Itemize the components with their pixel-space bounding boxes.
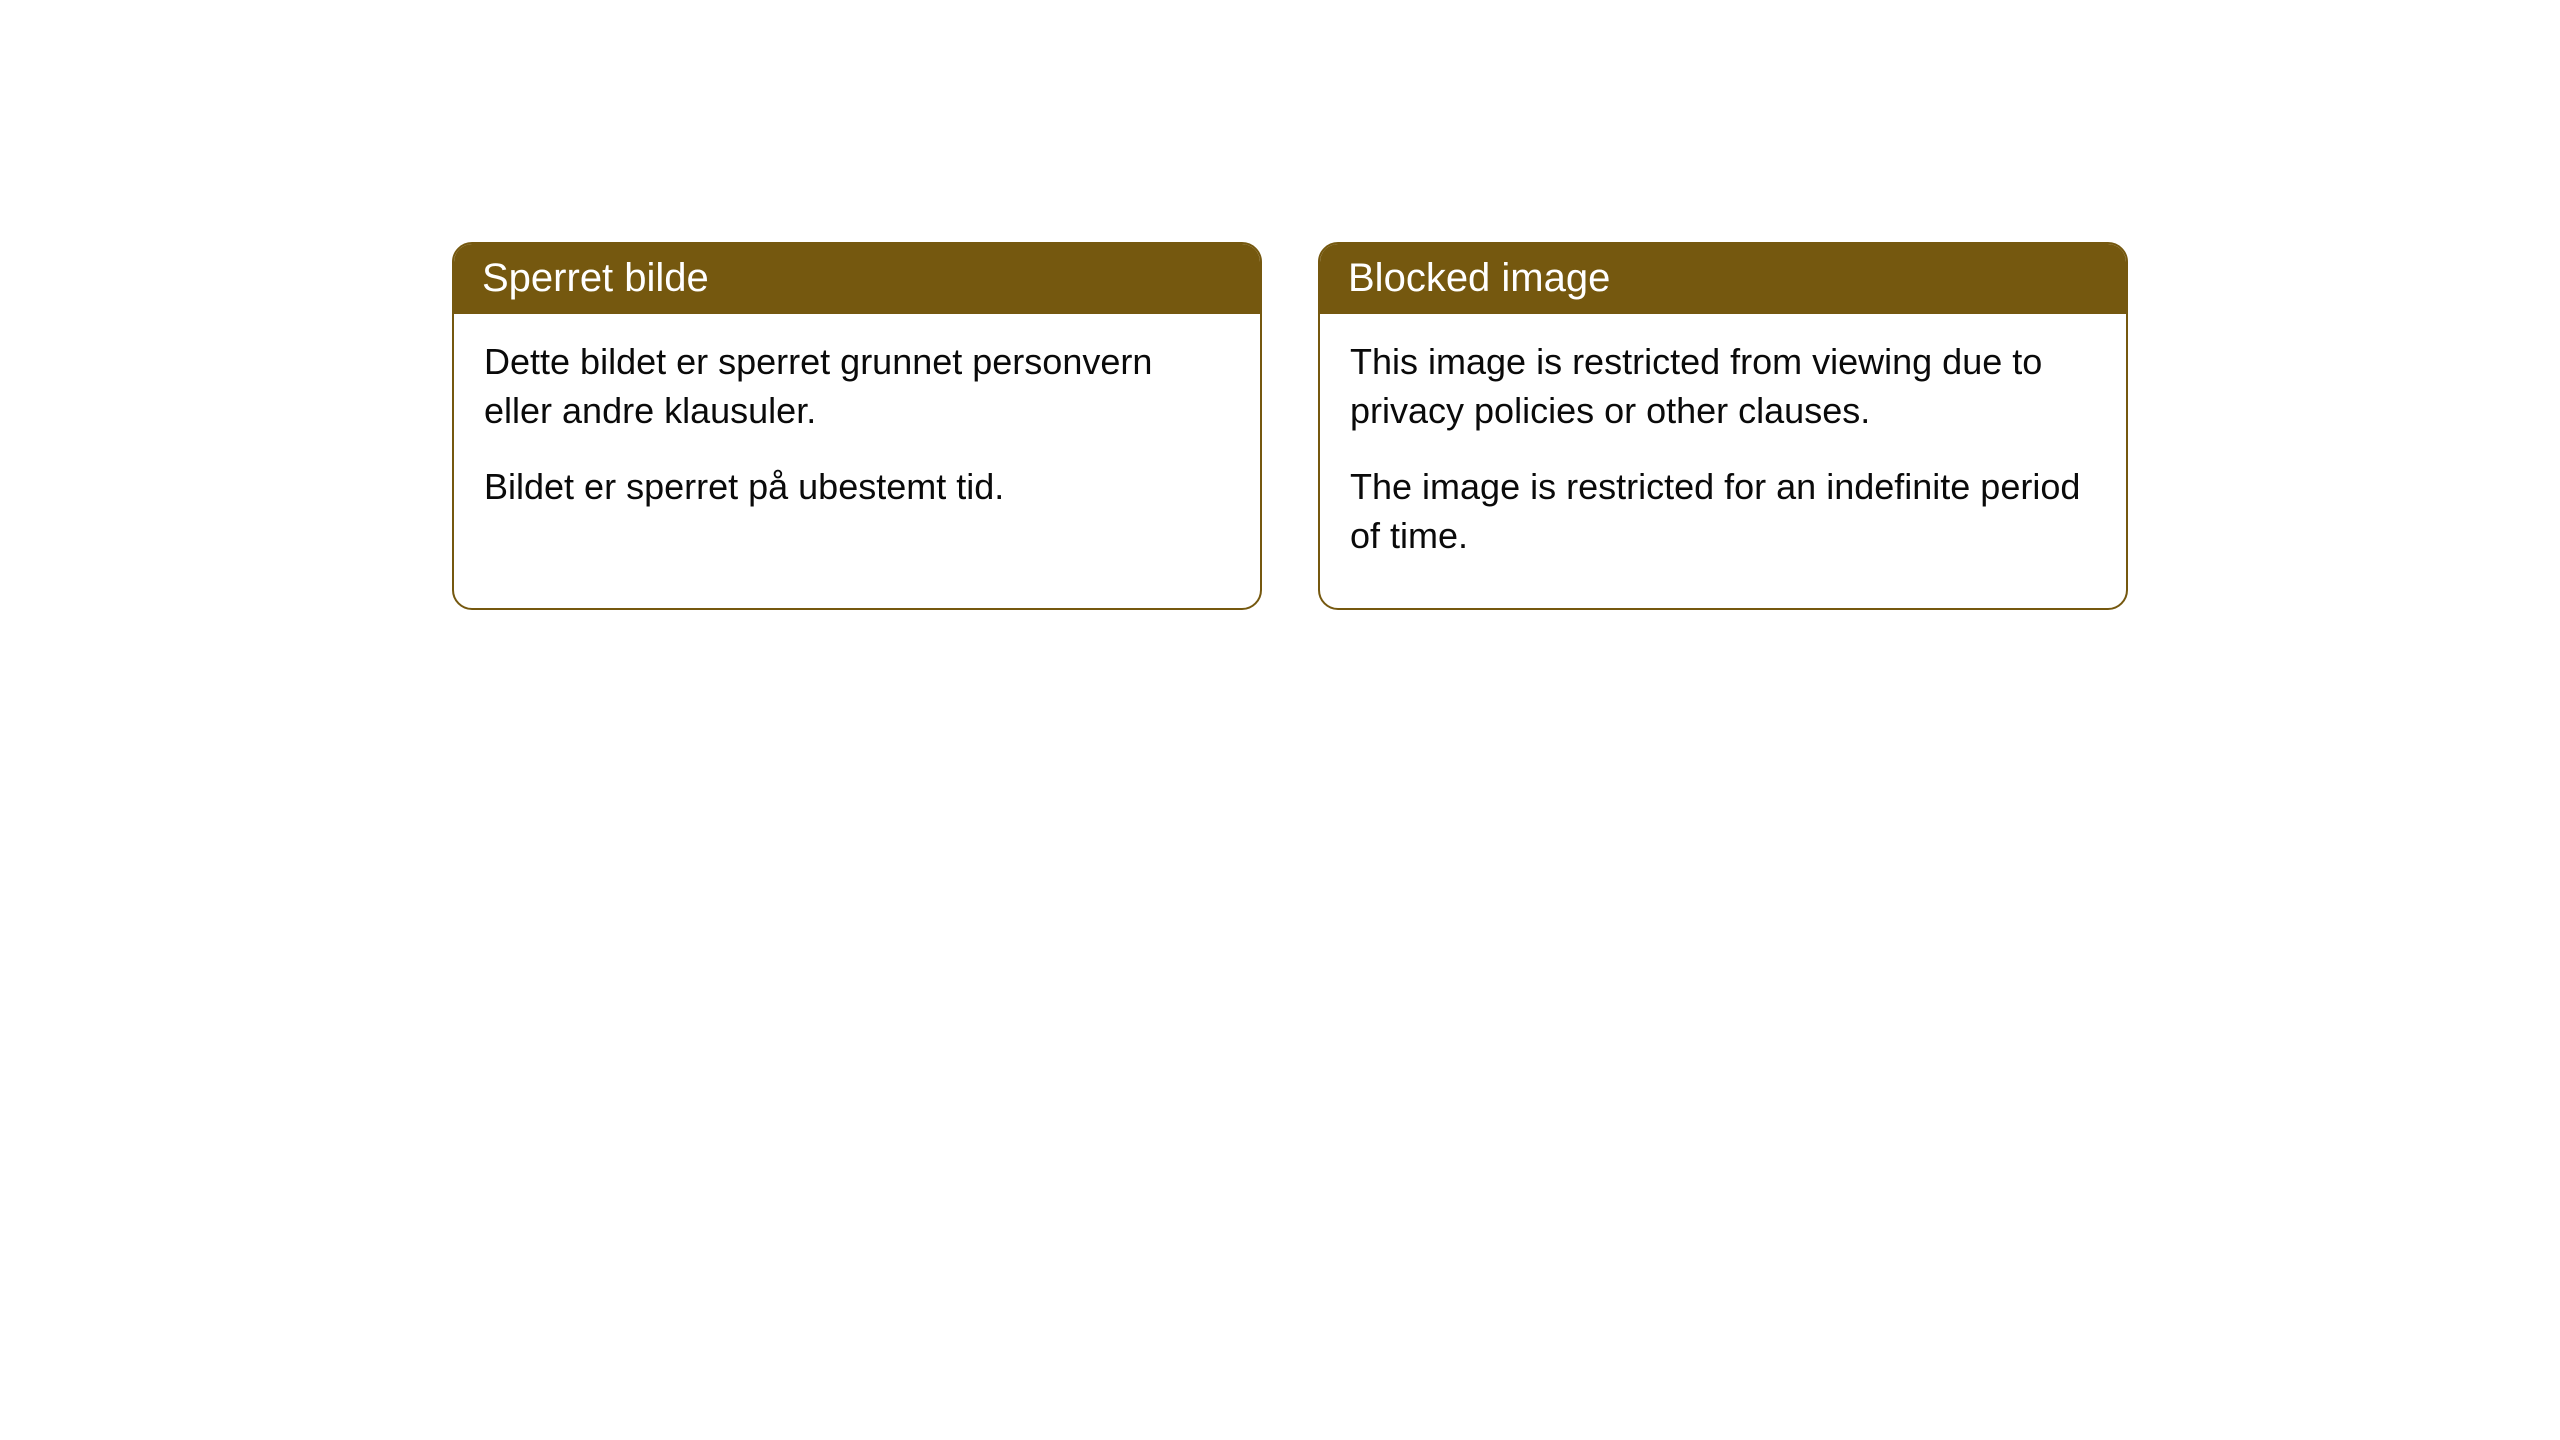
card-header-en: Blocked image [1320,244,2126,314]
card-para1-no: Dette bildet er sperret grunnet personve… [484,338,1230,435]
card-body-no: Dette bildet er sperret grunnet personve… [454,314,1260,560]
card-title-no: Sperret bilde [482,256,709,300]
card-body-en: This image is restricted from viewing du… [1320,314,2126,608]
cards-container: Sperret bilde Dette bildet er sperret gr… [452,242,2128,610]
card-para2-no: Bildet er sperret på ubestemt tid. [484,463,1230,512]
card-para1-en: This image is restricted from viewing du… [1350,338,2096,435]
blocked-image-card-no: Sperret bilde Dette bildet er sperret gr… [452,242,1262,610]
card-header-no: Sperret bilde [454,244,1260,314]
card-title-en: Blocked image [1348,256,1610,300]
card-para2-en: The image is restricted for an indefinit… [1350,463,2096,560]
blocked-image-card-en: Blocked image This image is restricted f… [1318,242,2128,610]
